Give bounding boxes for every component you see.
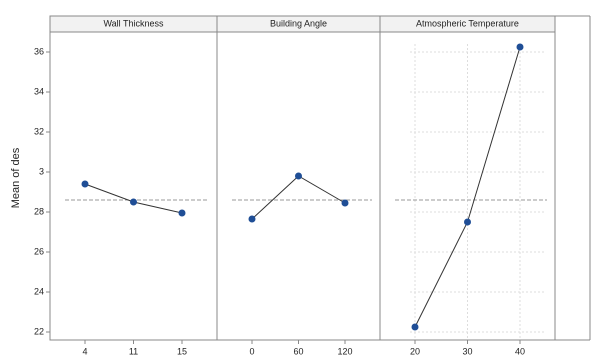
x-tick-label: 40 <box>515 346 525 356</box>
x-tick-label: 120 <box>337 346 352 356</box>
data-point <box>130 198 137 206</box>
data-point <box>516 43 524 51</box>
y-tick-label: 26 <box>34 246 44 256</box>
effect-line <box>251 175 346 220</box>
data-point <box>464 218 471 226</box>
y-tick-label: 34 <box>34 86 44 96</box>
x-tick-label: 11 <box>129 346 138 356</box>
data-point <box>81 180 89 188</box>
data-point <box>178 209 186 217</box>
data-point <box>295 172 302 180</box>
y-tick-label: 22 <box>34 326 44 336</box>
panel-title: Building Angle <box>270 18 327 28</box>
y-tick-label: 32 <box>34 126 44 136</box>
y-tick-label: 24 <box>34 286 44 296</box>
x-tick-label: 20 <box>410 346 420 356</box>
panel-title: Wall Thickness <box>103 18 164 28</box>
x-tick-label: 15 <box>177 346 187 356</box>
data-point <box>411 323 419 331</box>
panel-title: Atmospheric Temperature <box>416 18 519 28</box>
y-axis-label: Mean of des <box>10 147 22 208</box>
y-tick-label: 3 <box>39 166 44 176</box>
data-point <box>341 199 349 207</box>
y-tick-label: 36 <box>34 46 44 56</box>
x-tick-label: 30 <box>462 346 472 356</box>
data-point <box>248 215 256 223</box>
x-tick-label: 4 <box>82 346 87 356</box>
y-tick-label: 28 <box>34 206 44 216</box>
x-tick-label: 60 <box>293 346 303 356</box>
x-tick-label: 0 <box>249 346 254 356</box>
